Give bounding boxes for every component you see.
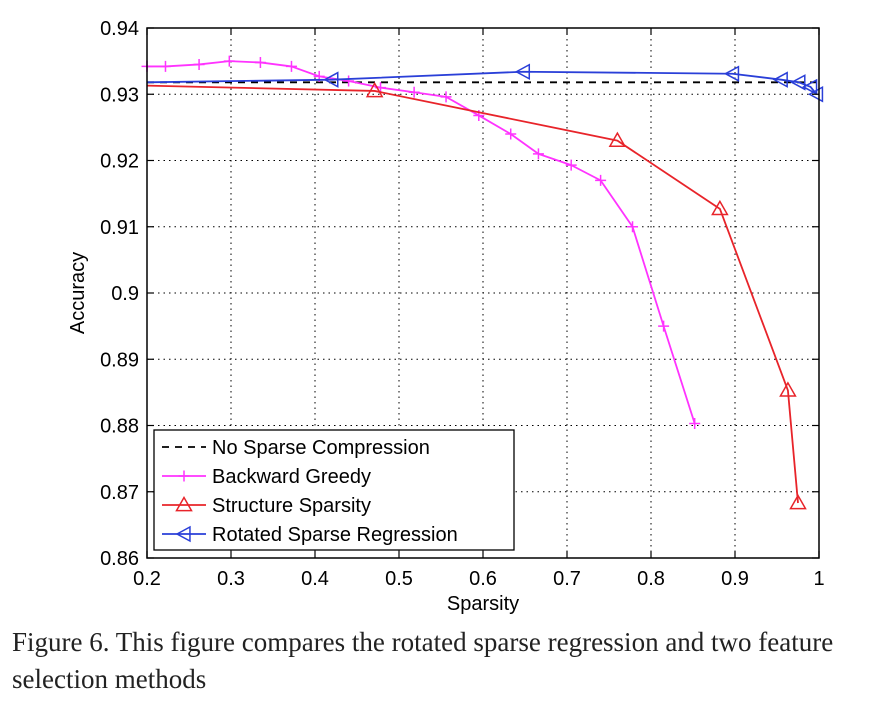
plus-marker [159,60,171,72]
series-structure-sparsity [146,81,807,510]
legend: No Sparse Compression Backward Greedy Stru… [153,429,515,551]
tick-marks [146,27,820,559]
y-tick-label: 0.91 [100,217,139,239]
triangle-left-marker [323,71,339,88]
legend-label: Rotated Sparse Regression [212,524,458,546]
triangle-up-marker [175,495,193,512]
triangle-up-marker [365,81,384,98]
x-axis-label: Sparsity [447,593,519,615]
y-tick-label: 0.92 [100,151,139,173]
triangle-left-marker [772,71,788,88]
triangle-left-marker [807,85,824,103]
series-line [147,60,696,424]
x-tick-label: 0.8 [637,568,665,590]
triangle-left-marker [514,63,531,80]
plus-marker [408,86,420,98]
triangle-left-marker [175,525,191,543]
triangle-up-marker [711,199,729,216]
plus-marker [254,56,266,68]
plus-marker [285,60,297,72]
y-tick-label: 0.9 [111,283,139,305]
plus-marker [532,148,544,160]
plus-marker [689,418,701,430]
accuracy-sparsity-chart: 0.2 0.3 0.4 0.5 0.6 0.7 0.8 0.9 10.860.870.880.8… [67,18,825,615]
triangle-up-marker [779,381,797,397]
series-line [146,84,799,504]
legend-label: No Sparse Compression [212,437,430,459]
legend-item: Structure Sparsity [162,495,371,517]
y-tick-label: 0.88 [100,416,139,438]
x-tick-label: 0.2 [133,568,161,590]
plus-marker [565,159,577,171]
plus-marker [595,174,607,186]
triangle-up-marker [608,131,627,147]
legend-label: Backward Greedy [212,466,371,488]
x-tick-label: 0.4 [301,568,329,590]
y-tick-label: 0.93 [100,84,139,106]
x-tick-label: 0.6 [469,568,497,590]
legend-item: No Sparse Compression [162,437,430,459]
plus-marker [627,221,639,233]
y-tick-label: 0.87 [100,482,139,504]
legend-item: Rotated Sparse Regression [162,524,458,546]
x-tick-label: 0.9 [721,568,749,590]
series-backward-greedy [141,55,701,430]
grid [147,28,819,558]
triangle-up-marker [789,494,807,510]
triangle-left-marker [723,65,740,82]
plus-marker [440,91,452,103]
legend-item: Backward Greedy [162,466,371,488]
plus-marker [343,75,355,87]
series-layer [141,55,824,510]
x-tick-label: 0.5 [385,568,413,590]
series-rotated-sparse-regression [146,63,824,103]
legend-label: Structure Sparsity [212,495,371,517]
figure-caption: Figure 6. This figure compares the rotat… [12,627,834,694]
legend-box [153,429,515,551]
x-tick-label: 0.7 [553,568,581,590]
plus-marker [178,470,190,482]
y-tick-label: 0.89 [100,349,139,371]
series-line [146,70,818,95]
triangle-left-marker [790,74,806,91]
y-tick-label: 0.94 [100,18,139,40]
tick-labels: 0.2 0.3 0.4 0.5 0.6 0.7 0.8 0.9 10.860.870.880.8… [100,18,825,590]
triangle-left-marker [802,78,818,96]
y-tick-label: 0.86 [100,548,139,570]
plus-marker [223,55,235,67]
plus-marker [658,320,670,332]
plus-marker [193,58,205,70]
y-axis-label: Accuracy [67,252,89,334]
x-tick-label: 0.3 [217,568,245,590]
plus-marker [505,128,517,140]
x-tick-label: 1 [813,568,824,590]
